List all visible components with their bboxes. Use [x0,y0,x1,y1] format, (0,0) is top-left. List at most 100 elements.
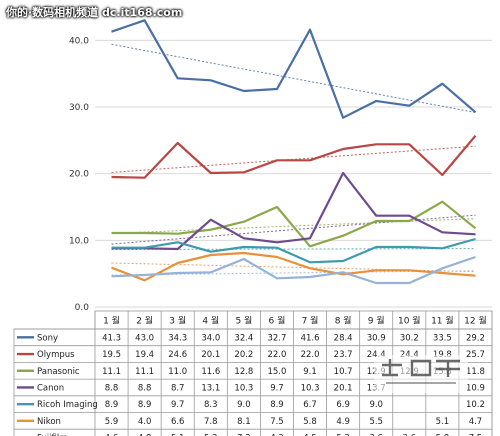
data-label: 8.8 [105,383,119,393]
data-label: 13.1 [201,383,220,393]
data-label: 4.6 [105,434,119,436]
data-label: 12.8 [234,367,253,377]
legend-entry: Ricoh Imaging [37,400,98,410]
data-label: 5.2 [204,434,218,436]
data-label: 4.8 [138,434,152,436]
x-tick-label: 5 월 [235,315,252,327]
x-tick-label: 11 월 [431,315,454,327]
series-line-sony [111,19,477,119]
data-label: 41.6 [301,333,320,343]
site-watermark: 你的·数码相机频道 dc.it168.com [6,6,183,19]
data-label: 11.1 [102,367,121,377]
data-label: 7.8 [204,417,218,427]
data-label: 10.9 [466,383,485,393]
data-label: 8.9 [270,400,284,410]
series-line-fujifilm [111,255,476,285]
series-line-olympus [111,134,477,179]
data-label: 23.7 [334,350,353,360]
data-label: 29.2 [466,333,485,343]
data-label: 9.7 [171,400,185,410]
data-label: 11.0 [168,367,187,377]
series-line-ricoh-imaging [111,237,476,264]
y-tick-label: 40.0 [69,36,89,46]
data-label: 10.2 [466,400,485,410]
data-label: 30.9 [367,333,386,343]
data-label: 7.5 [469,434,483,436]
x-tick-label: 3 월 [169,315,186,327]
x-tick-label: 10 월 [398,315,421,327]
data-label: 34.0 [201,333,220,343]
data-label: 5.1 [436,417,450,427]
y-axis: 0.0 10.0 20.0 30.0 40.0 [69,36,89,313]
data-label: 3.6 [403,434,417,436]
data-label: 24.6 [168,350,187,360]
data-label: 15.0 [267,367,286,377]
trendline-sony [111,43,476,113]
x-tick-label: 6 월 [269,315,286,327]
trendline-panasonic [111,218,476,234]
data-label: 5.2 [336,434,350,436]
data-label: 5.5 [369,417,383,427]
data-label: 8.3 [204,400,218,410]
trendline-nikon [111,262,476,273]
y-tick-label: 0.0 [75,303,90,313]
legend-entry: Fujifilm [37,434,68,436]
data-label: 6.6 [171,417,185,427]
data-label: 24.4 [367,350,386,360]
data-label: 20.2 [234,350,253,360]
data-label: 9.0 [237,400,251,410]
data-label: 33.5 [433,333,452,343]
data-label: 5.8 [303,417,317,427]
data-label: 20.1 [201,350,220,360]
series-line-canon [111,171,476,251]
data-label: 19.4 [135,350,154,360]
data-label: 4.0 [138,417,152,427]
data-label: 9.0 [369,400,383,410]
data-label: 8.7 [171,383,185,393]
data-label: 8.9 [138,400,152,410]
data-label: 7.5 [270,417,284,427]
data-label: 19.5 [102,350,121,360]
legend-entry: Nikon [37,417,61,427]
data-label: 43.0 [135,333,154,343]
series-lines [111,19,477,285]
data-label: 20.1 [334,383,353,393]
gridlines [95,39,492,308]
data-label: 32.7 [267,333,286,343]
x-tick-label: 1 월 [103,315,120,327]
data-label: 4.5 [303,434,317,436]
data-label: 28.4 [334,333,353,343]
data-label: 6.9 [336,400,350,410]
data-label: 32.4 [234,333,253,343]
data-label: 10.3 [301,383,320,393]
y-tick-label: 30.0 [69,103,89,113]
x-tick-label: 2 월 [136,315,153,327]
legend-entry: Canon [37,383,64,393]
data-label: 5.1 [171,434,185,436]
y-tick-label: 20.0 [69,170,89,180]
data-label: 10.3 [234,383,253,393]
legend-entry: Panasonic [37,367,80,377]
data-label: 4.7 [469,417,483,427]
trendline-canon [111,214,476,245]
data-label: 41.3 [102,333,121,343]
y-tick-label: 10.0 [69,236,89,246]
data-label: 9.7 [270,383,284,393]
data-label: 22.0 [267,350,286,360]
data-label: 8.8 [138,383,152,393]
data-label: 8.9 [105,400,119,410]
data-label: 11.6 [201,367,220,377]
legend-entry: Sony [37,333,58,343]
data-label: 6.7 [303,400,317,410]
data-label: 11.1 [135,367,154,377]
data-label: 25.7 [466,350,485,360]
data-label: 34.3 [168,333,187,343]
x-tick-label: 12 월 [464,315,487,327]
legend-entry: Olympus [37,350,75,360]
x-tick-label: 4 월 [202,315,219,327]
data-label: 11.8 [466,367,485,377]
data-label: 9.1 [303,367,317,377]
x-tick-label: 9 월 [368,315,385,327]
data-label: 4.3 [270,434,284,436]
data-label: 7.2 [237,434,251,436]
